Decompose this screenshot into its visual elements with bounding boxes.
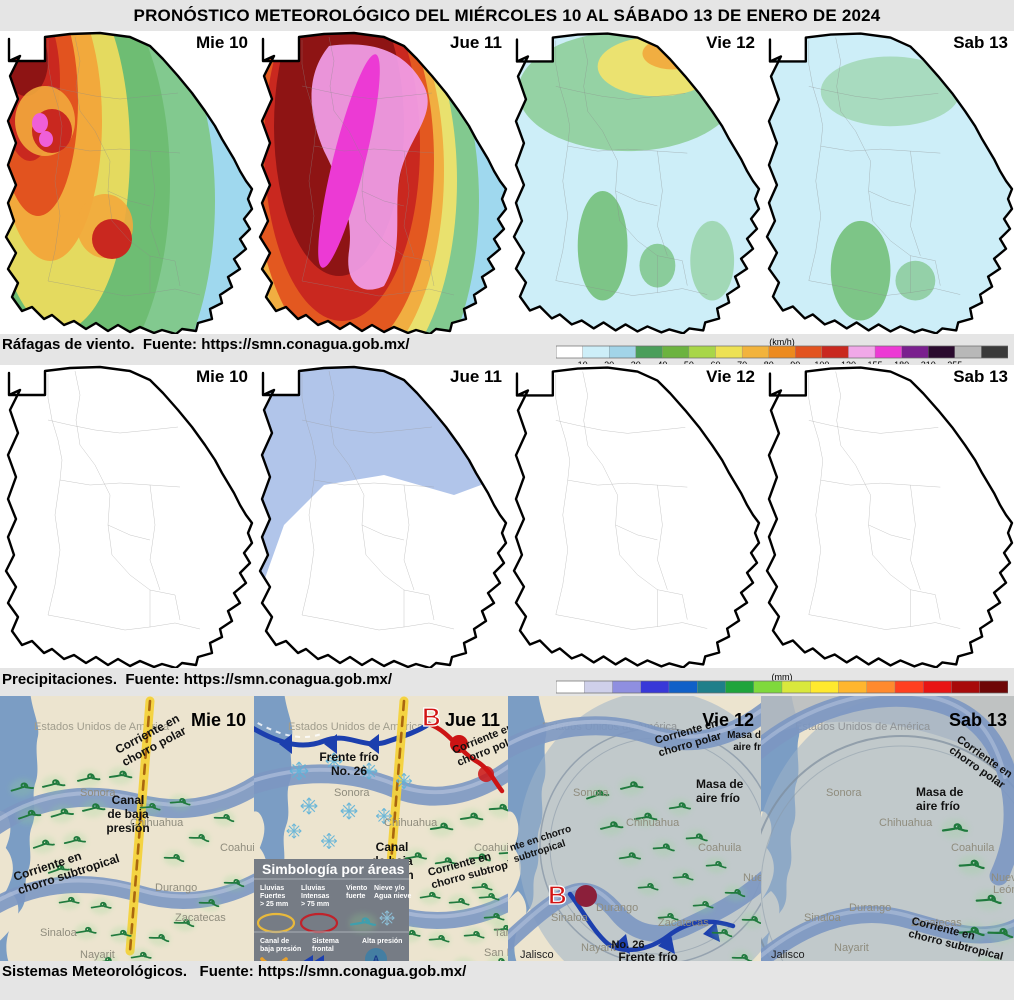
svg-text:fuerte: fuerte <box>346 893 366 900</box>
svg-text:40: 40 <box>657 360 667 364</box>
svg-text:Nayarit: Nayarit <box>80 949 115 961</box>
svg-text:Sistema: Sistema <box>312 938 339 945</box>
svg-text:Lluvias: Lluvias <box>301 885 325 892</box>
svg-text:Coahuila: Coahuila <box>698 842 742 854</box>
svg-text:Zacatecas: Zacatecas <box>175 912 226 924</box>
svg-text:Tamaulipas: Tamaulipas <box>494 927 508 939</box>
svg-text:Canal: Canal <box>376 840 409 854</box>
svg-text:Frente frío: Frente frío <box>319 750 378 764</box>
svg-text:Frente frío: Frente frío <box>618 950 677 961</box>
svg-text:Simbología por áreas: Simbología por áreas <box>262 861 405 877</box>
svg-text:Zacatecas: Zacatecas <box>658 917 709 929</box>
svg-text:Vie 12: Vie 12 <box>702 710 754 730</box>
svg-text:Sab 13: Sab 13 <box>949 710 1007 730</box>
svg-text:Coahuila: Coahuila <box>474 842 508 854</box>
svg-text:Durango: Durango <box>849 902 891 914</box>
svg-text:presión: presión <box>106 821 149 835</box>
svg-text:León: León <box>993 884 1014 896</box>
svg-text:de baja: de baja <box>107 807 149 821</box>
svg-text:Sinaloa: Sinaloa <box>40 927 78 939</box>
svg-text:aire frío: aire frío <box>916 799 960 813</box>
svg-text:Sonora: Sonora <box>334 787 370 799</box>
svg-text:Fuertes: Fuertes <box>260 893 285 900</box>
svg-text:70: 70 <box>737 360 747 364</box>
svg-text:100: 100 <box>814 360 829 364</box>
svg-text:frontal: frontal <box>312 946 334 953</box>
svg-text:(mm): (mm) <box>772 673 793 682</box>
svg-text:255: 255 <box>947 360 962 364</box>
svg-text:Masa d: Masa d <box>727 730 761 741</box>
svg-text:Lluvias: Lluvias <box>260 885 284 892</box>
svg-text:Durango: Durango <box>155 882 197 894</box>
svg-text:Nuevo: Nuevo <box>991 872 1014 884</box>
svg-text:Chihuahua: Chihuahua <box>626 817 680 829</box>
svg-text:Alta presión: Alta presión <box>362 938 402 945</box>
svg-text:No. 26: No. 26 <box>611 939 644 951</box>
svg-text:Masa de: Masa de <box>916 785 964 799</box>
svg-text:60: 60 <box>711 360 721 364</box>
svg-text:Coahuila: Coahuila <box>951 842 995 854</box>
svg-text:Nayarit: Nayarit <box>834 942 869 954</box>
svg-text:> 25 mm: > 25 mm <box>260 901 288 908</box>
svg-text:120: 120 <box>841 360 856 364</box>
svg-text:(km/h): (km/h) <box>769 338 795 347</box>
svg-text:Jalisco: Jalisco <box>771 949 805 961</box>
svg-text:Chihuahua: Chihuahua <box>879 817 933 829</box>
svg-text:baja presión: baja presión <box>260 946 301 953</box>
svg-text:B: B <box>548 880 567 910</box>
svg-text:Nieve y/o: Nieve y/o <box>374 885 405 892</box>
svg-text:B: B <box>422 702 441 732</box>
svg-text:Coahuila: Coahuila <box>220 842 254 854</box>
svg-text:80: 80 <box>764 360 774 364</box>
svg-text:Masa de: Masa de <box>696 777 744 791</box>
svg-text:Viento: Viento <box>346 885 367 892</box>
svg-text:Jalisco: Jalisco <box>520 949 554 961</box>
svg-text:Jue 11: Jue 11 <box>445 710 500 730</box>
svg-text:20: 20 <box>604 360 614 364</box>
svg-text:155: 155 <box>868 360 883 364</box>
svg-text:210: 210 <box>921 360 936 364</box>
svg-text:No. 26: No. 26 <box>331 764 367 778</box>
svg-text:30: 30 <box>631 360 641 364</box>
svg-text:10: 10 <box>578 360 588 364</box>
svg-text:San Luis Potosi: San Luis Potosi <box>484 947 508 959</box>
svg-text:Mie 10: Mie 10 <box>191 710 246 730</box>
svg-text:> 75 mm: > 75 mm <box>301 901 329 908</box>
svg-text:Chihuahua: Chihuahua <box>384 817 438 829</box>
svg-text:90: 90 <box>790 360 800 364</box>
svg-text:aire fr: aire fr <box>733 742 761 753</box>
svg-text:Sinaloa: Sinaloa <box>804 912 842 924</box>
svg-text:aire frío: aire frío <box>696 791 740 805</box>
svg-text:180: 180 <box>894 360 909 364</box>
svg-text:Sinaloa: Sinaloa <box>551 912 589 924</box>
svg-text:Agua nieve: Agua nieve <box>374 893 411 900</box>
svg-text:Sonora: Sonora <box>573 787 609 799</box>
svg-text:50: 50 <box>684 360 694 364</box>
svg-text:Canal de: Canal de <box>260 938 289 945</box>
svg-text:Intensas: Intensas <box>301 893 330 900</box>
svg-text:Canal: Canal <box>112 793 145 807</box>
svg-text:Nuevo: Nuevo <box>743 872 761 884</box>
svg-text:A: A <box>373 954 380 961</box>
svg-text:Durango: Durango <box>596 902 638 914</box>
svg-text:Sonora: Sonora <box>826 787 862 799</box>
